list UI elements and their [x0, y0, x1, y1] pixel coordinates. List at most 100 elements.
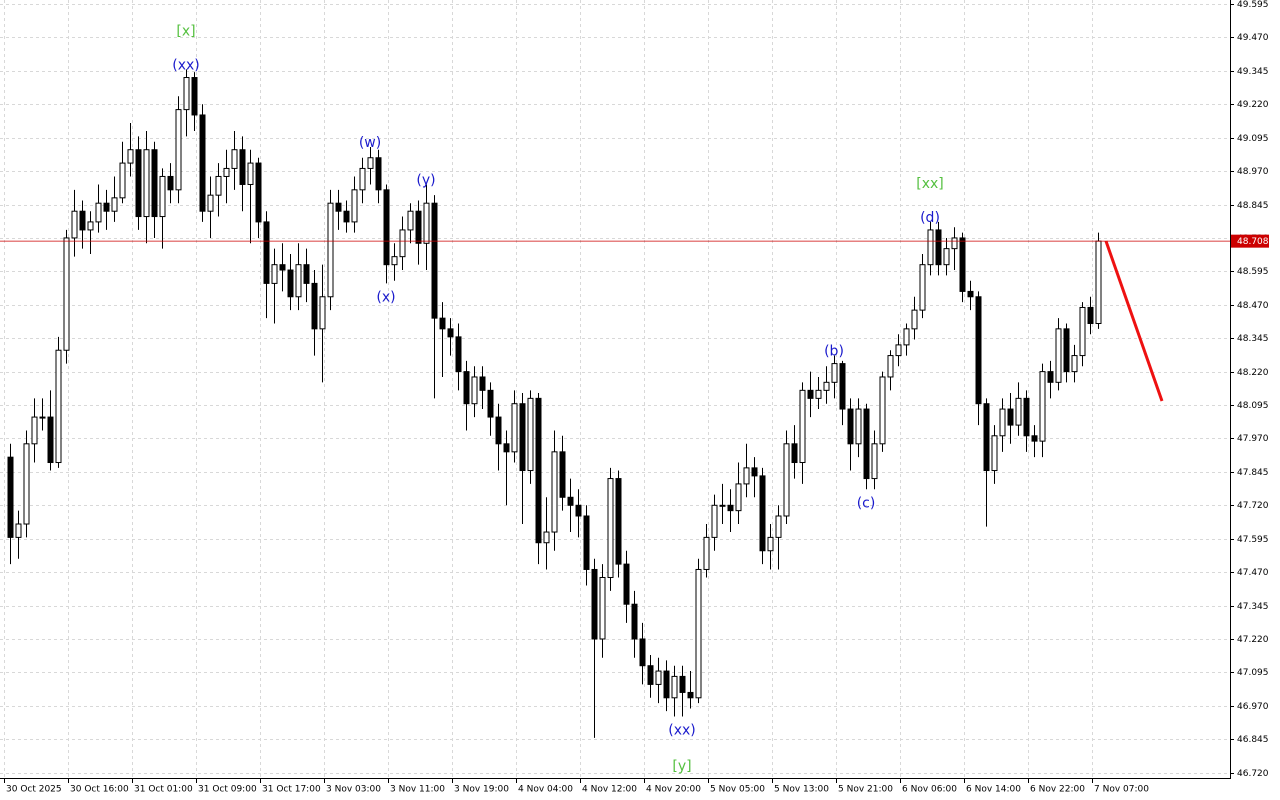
x-tick-label: 4 Nov 12:00: [582, 785, 637, 795]
candle-body: [535, 397, 542, 544]
x-tick-label: 31 Oct 17:00: [262, 785, 321, 795]
y-tick-label: 47.095: [1237, 668, 1269, 678]
candle-body: [623, 563, 630, 605]
candle-body: [655, 670, 662, 685]
candle-body: [991, 435, 998, 472]
candle-body: [1023, 397, 1030, 437]
x-tick-label: 3 Nov 03:00: [326, 785, 381, 795]
candle-body: [663, 670, 670, 699]
candle-body: [1047, 371, 1054, 383]
y-tick-label: 49.345: [1237, 67, 1269, 77]
wave-label: [x]: [176, 24, 195, 40]
y-tick-label: 47.595: [1237, 535, 1269, 545]
plot: (xx) [x] (w) (x) (y) (xx) [y] (b) (c) (d) [xx]: [0, 24, 1230, 775]
candle-body: [55, 349, 62, 464]
candle-body: [263, 221, 270, 284]
grid: [0, 0, 1230, 778]
candle-body: [87, 221, 94, 231]
candle-body: [183, 77, 190, 111]
candle-body: [927, 229, 934, 266]
candle-body: [1071, 355, 1078, 373]
candle-body: [79, 210, 86, 231]
x-tick-label: 31 Oct 09:00: [198, 785, 257, 795]
y-tick-label: 47.845: [1237, 468, 1269, 478]
wave-label: (xx): [668, 723, 696, 739]
candle-body: [967, 290, 974, 298]
y-tick-label: 47.470: [1237, 568, 1269, 578]
last-price-box: [1231, 234, 1269, 248]
candle-body: [1039, 371, 1046, 442]
candle-body: [975, 296, 982, 405]
candle-body: [903, 328, 910, 346]
candle-body: [39, 416, 46, 419]
candle-body: [879, 376, 886, 445]
candle-body: [479, 376, 486, 391]
wave-label: (w): [359, 135, 381, 151]
y-tick-label: 48.095: [1237, 401, 1269, 411]
candle-body: [855, 408, 862, 445]
candle-body: [487, 389, 494, 418]
candle-body: [791, 443, 798, 464]
candle-body: [151, 149, 158, 218]
candle-body: [935, 229, 942, 266]
y-tick-label: 48.845: [1237, 201, 1269, 211]
candle-body: [239, 149, 246, 185]
x-tick-label: 30 Oct 2025: [6, 785, 62, 795]
candle-body: [215, 175, 222, 196]
x-tick-label: 4 Nov 04:00: [518, 785, 573, 795]
y-tick-label: 46.720: [1237, 769, 1269, 779]
candle-body: [511, 403, 518, 453]
y-tick-label: 49.095: [1237, 134, 1269, 144]
candle-body: [111, 197, 118, 212]
candle-body: [839, 363, 846, 410]
candle-body: [255, 162, 262, 223]
candle-body: [247, 162, 254, 185]
candle-body: [735, 483, 742, 512]
candle-body: [671, 675, 678, 699]
candle-body: [711, 504, 718, 538]
candle-body: [471, 376, 478, 405]
candle-body: [951, 237, 958, 250]
candle-body: [415, 210, 422, 244]
candle-body: [727, 504, 734, 512]
y-tick-label: 48.220: [1237, 368, 1269, 378]
candle-body: [591, 568, 598, 640]
candle-body: [719, 504, 726, 507]
candle-body: [751, 467, 758, 477]
candle-body: [1087, 306, 1094, 324]
candle-body: [463, 371, 470, 405]
forecast-line: [1104, 240, 1164, 402]
candle-body: [407, 210, 414, 231]
x-tick-label: 6 Nov 22:00: [1030, 785, 1085, 795]
candle-body: [1031, 435, 1038, 442]
candle-body: [327, 202, 334, 298]
candle-body: [271, 264, 278, 284]
candle-body: [175, 109, 182, 191]
y-tick-label: 48.595: [1237, 267, 1269, 277]
candle-body: [895, 344, 902, 357]
candle-body: [223, 167, 230, 177]
candle-body: [631, 603, 638, 640]
candle-body: [543, 531, 550, 544]
candle-body: [319, 296, 326, 330]
candle-body: [919, 264, 926, 311]
candle-body: [943, 248, 950, 266]
last-price-label: 48.708: [1237, 237, 1269, 247]
candle-body: [999, 408, 1006, 437]
candle-body: [15, 523, 22, 538]
wave-label: (d): [920, 210, 940, 226]
candle-body: [871, 443, 878, 480]
candle-body: [63, 237, 70, 351]
candle-body: [23, 443, 30, 525]
candle-body: [703, 536, 710, 570]
candle-body: [383, 189, 390, 266]
y-tick-label: 49.470: [1237, 33, 1269, 43]
candle-body: [127, 149, 134, 164]
candle-body: [775, 515, 782, 538]
candle-body: [607, 478, 614, 578]
candle-body: [95, 202, 102, 223]
candle-body: [279, 264, 286, 271]
candle-body: [831, 363, 838, 383]
candle-body: [687, 691, 694, 699]
